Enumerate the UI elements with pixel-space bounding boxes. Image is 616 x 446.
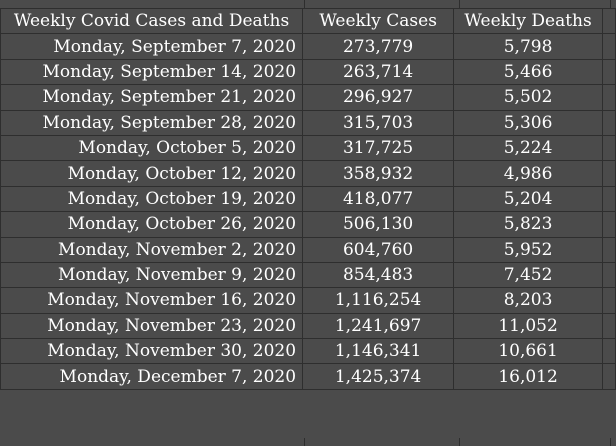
- cases-cell[interactable]: 317,725: [302, 134, 455, 162]
- date-cell[interactable]: Monday, October 26, 2020: [0, 211, 304, 238]
- empty-cell[interactable]: [601, 312, 616, 340]
- date-cell[interactable]: Monday, November 16, 2020: [0, 287, 304, 314]
- deaths-cell[interactable]: 5,952: [453, 236, 603, 263]
- table-row: Monday, September 21, 2020 296,927 5,502: [0, 84, 616, 111]
- table-row: Monday, November 23, 2020 1,241,697 11,052: [0, 312, 616, 340]
- header-row: Weekly Covid Cases and Deaths Weekly Cas…: [0, 7, 616, 35]
- empty-cell[interactable]: [601, 33, 616, 60]
- table-row: Monday, November 16, 2020 1,116,254 8,203: [0, 287, 616, 314]
- cases-cell[interactable]: 1,241,697: [302, 312, 455, 340]
- table-row: Monday, September 28, 2020 315,703 5,306: [0, 109, 616, 136]
- date-cell[interactable]: Monday, November 9, 2020: [0, 261, 304, 289]
- empty-cell[interactable]: [601, 338, 616, 365]
- deaths-cell[interactable]: 7,452: [453, 261, 603, 289]
- table-row: Monday, December 7, 2020 1,425,374 16,012: [0, 363, 616, 390]
- header-date-cell[interactable]: Weekly Covid Cases and Deaths: [0, 7, 304, 35]
- cases-cell[interactable]: 1,425,374: [302, 363, 455, 390]
- deaths-cell[interactable]: 8,203: [453, 287, 603, 314]
- empty-cell[interactable]: [601, 261, 616, 289]
- table-row: Monday, October 26, 2020 506,130 5,823: [0, 211, 616, 238]
- date-cell[interactable]: Monday, October 19, 2020: [0, 185, 304, 213]
- deaths-cell[interactable]: 11,052: [453, 312, 603, 340]
- empty-cell[interactable]: [601, 134, 616, 162]
- header-deaths-cell[interactable]: Weekly Deaths: [453, 7, 603, 35]
- cases-cell[interactable]: 263,714: [302, 58, 455, 86]
- empty-cell[interactable]: [601, 363, 616, 390]
- cell-bottom-c[interactable]: [460, 438, 611, 446]
- table-row: Monday, October 5, 2020 317,725 5,224: [0, 134, 616, 162]
- deaths-cell[interactable]: 4,986: [453, 160, 603, 187]
- data-table: Weekly Covid Cases and Deaths Weekly Cas…: [0, 7, 616, 390]
- cell-top-c[interactable]: [460, 0, 611, 8]
- cases-cell[interactable]: 273,779: [302, 33, 455, 60]
- partial-row-bottom: [0, 438, 616, 446]
- header-cases-cell[interactable]: Weekly Cases: [302, 7, 455, 35]
- deaths-cell[interactable]: 5,823: [453, 211, 603, 238]
- deaths-cell[interactable]: 5,204: [453, 185, 603, 213]
- date-cell[interactable]: Monday, September 21, 2020: [0, 84, 304, 111]
- empty-cell[interactable]: [601, 109, 616, 136]
- table-row: Monday, November 9, 2020 854,483 7,452: [0, 261, 616, 289]
- cell-top-b[interactable]: [305, 0, 460, 8]
- table-row: Monday, November 30, 2020 1,146,341 10,661: [0, 338, 616, 365]
- cases-cell[interactable]: 418,077: [302, 185, 455, 213]
- cases-cell[interactable]: 358,932: [302, 160, 455, 187]
- empty-cell[interactable]: [601, 211, 616, 238]
- deaths-cell[interactable]: 5,306: [453, 109, 603, 136]
- date-cell[interactable]: Monday, September 14, 2020: [0, 58, 304, 86]
- empty-cell[interactable]: [601, 7, 616, 35]
- deaths-cell[interactable]: 5,502: [453, 84, 603, 111]
- empty-cell[interactable]: [601, 160, 616, 187]
- cases-cell[interactable]: 315,703: [302, 109, 455, 136]
- cell-bottom-b[interactable]: [305, 438, 460, 446]
- date-cell[interactable]: Monday, December 7, 2020: [0, 363, 304, 390]
- table-row: Monday, October 19, 2020 418,077 5,204: [0, 185, 616, 213]
- date-cell[interactable]: Monday, November 23, 2020: [0, 312, 304, 340]
- table-row: Monday, October 12, 2020 358,932 4,986: [0, 160, 616, 187]
- cases-cell[interactable]: 854,483: [302, 261, 455, 289]
- date-cell[interactable]: Monday, October 5, 2020: [0, 134, 304, 162]
- table-row: Monday, September 14, 2020 263,714 5,466: [0, 58, 616, 86]
- cases-cell[interactable]: 1,146,341: [302, 338, 455, 365]
- partial-row-top: [0, 0, 616, 8]
- cell-bottom-a[interactable]: [0, 438, 305, 446]
- cases-cell[interactable]: 604,760: [302, 236, 455, 263]
- deaths-cell[interactable]: 16,012: [453, 363, 603, 390]
- deaths-cell[interactable]: 5,798: [453, 33, 603, 60]
- cell-top-a[interactable]: [0, 0, 305, 8]
- cases-cell[interactable]: 296,927: [302, 84, 455, 111]
- deaths-cell[interactable]: 10,661: [453, 338, 603, 365]
- empty-cell[interactable]: [601, 236, 616, 263]
- table-row: Monday, September 7, 2020 273,779 5,798: [0, 33, 616, 60]
- date-cell[interactable]: Monday, September 28, 2020: [0, 109, 304, 136]
- deaths-cell[interactable]: 5,466: [453, 58, 603, 86]
- empty-cell[interactable]: [601, 287, 616, 314]
- empty-cell[interactable]: [601, 84, 616, 111]
- cases-cell[interactable]: 1,116,254: [302, 287, 455, 314]
- deaths-cell[interactable]: 5,224: [453, 134, 603, 162]
- date-cell[interactable]: Monday, September 7, 2020: [0, 33, 304, 60]
- cases-cell[interactable]: 506,130: [302, 211, 455, 238]
- empty-cell[interactable]: [601, 185, 616, 213]
- empty-cell[interactable]: [601, 58, 616, 86]
- date-cell[interactable]: Monday, October 12, 2020: [0, 160, 304, 187]
- date-cell[interactable]: Monday, November 30, 2020: [0, 338, 304, 365]
- table-row: Monday, November 2, 2020 604,760 5,952: [0, 236, 616, 263]
- date-cell[interactable]: Monday, November 2, 2020: [0, 236, 304, 263]
